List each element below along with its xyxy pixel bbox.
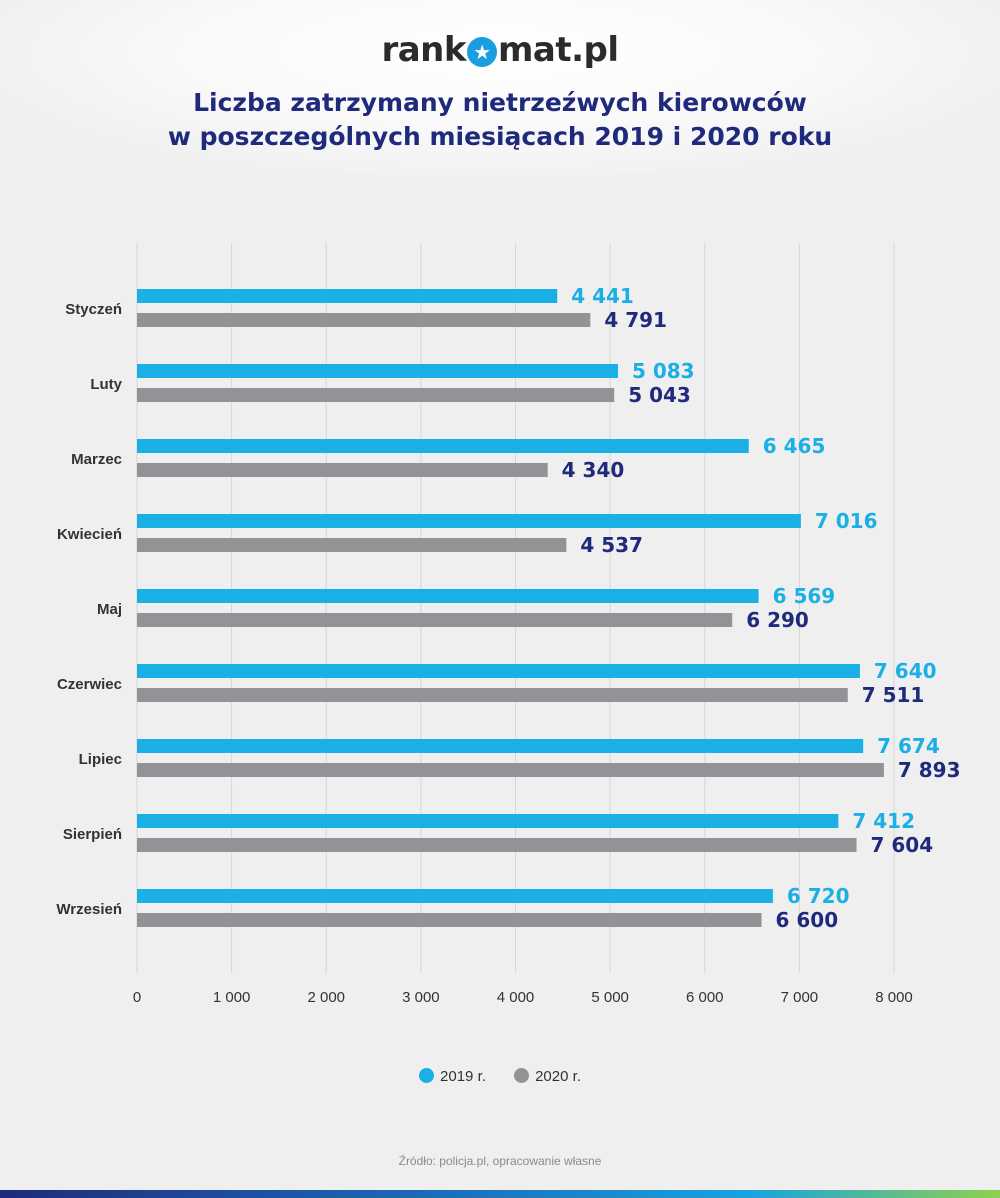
bar-2020 (137, 463, 548, 477)
data-label-2020: 7 893 (898, 758, 961, 782)
bar-2020 (137, 538, 567, 552)
bar-2019 (137, 814, 839, 828)
bar-2020 (137, 688, 848, 702)
bar-2019 (137, 664, 860, 678)
bar-2019 (137, 439, 749, 453)
x-tick-label: 7 000 (781, 989, 819, 1006)
bar-2019 (137, 514, 801, 528)
data-label-2020: 6 600 (776, 908, 839, 932)
data-label-2019: 5 083 (632, 359, 695, 383)
bar-2019 (137, 739, 864, 753)
x-tick-label: 6 000 (686, 989, 724, 1006)
bar-2019 (137, 289, 558, 303)
data-label-2020: 6 290 (746, 608, 809, 632)
data-label-2019: 4 441 (571, 284, 634, 308)
logo-text-right: mat.pl (497, 30, 619, 70)
bar-2020 (137, 913, 762, 927)
chart-title-line-2: w poszczególnych miesiącach 2019 i 2020 … (167, 122, 833, 151)
data-label-2019: 7 640 (874, 659, 937, 683)
bar-2020 (137, 388, 615, 402)
category-label: Kwiecień (57, 526, 122, 543)
bar-2019 (137, 589, 759, 603)
category-label: Luty (90, 376, 122, 393)
data-label-2019: 6 465 (763, 434, 826, 458)
data-label-2020: 5 043 (628, 383, 691, 407)
data-label-2019: 7 412 (852, 809, 915, 833)
legend-item-2019: 2019 r. (419, 1068, 486, 1085)
legend-dot-2020 (514, 1068, 530, 1083)
x-tick-label: 4 000 (497, 989, 535, 1006)
x-tick-label: 2 000 (307, 989, 345, 1006)
x-tick-label: 3 000 (402, 989, 440, 1006)
data-label-2020: 4 340 (562, 458, 625, 482)
bar-2019 (137, 364, 618, 378)
source-note: Źródło: policja.pl, opracowanie własne (398, 1154, 602, 1168)
logo: rank ★ mat.pl (0, 30, 1000, 70)
chart-title: Liczba zatrzymany nietrzeźwych kierowców… (0, 86, 1000, 154)
chart-title-line-1: Liczba zatrzymany nietrzeźwych kierowców (193, 88, 807, 117)
data-label-2019: 7 674 (877, 734, 940, 758)
data-label-2020: 4 791 (604, 308, 667, 332)
bar-2020 (137, 763, 884, 777)
data-label-2020: 7 604 (871, 833, 934, 857)
bottom-gradient-bar (0, 1190, 1000, 1198)
category-label: Sierpień (63, 826, 122, 843)
header (0, 0, 1000, 175)
bar-2019 (137, 889, 773, 903)
x-tick-label: 8 000 (875, 989, 913, 1006)
x-tick-label: 0 (133, 989, 141, 1006)
legend-label-2019: 2019 r. (440, 1068, 486, 1085)
category-label: Czerwiec (57, 676, 122, 693)
category-label: Wrzesień (56, 901, 122, 918)
data-label-2020: 4 537 (580, 533, 643, 557)
category-label: Lipiec (79, 751, 122, 768)
category-label: Styczeń (65, 301, 122, 318)
category-label: Maj (97, 601, 122, 618)
bar-2020 (137, 313, 591, 327)
category-label: Marzec (71, 451, 122, 468)
data-label-2019: 6 569 (773, 584, 836, 608)
bar-2020 (137, 838, 857, 852)
data-label-2020: 7 511 (862, 683, 925, 707)
x-tick-label: 5 000 (591, 989, 629, 1006)
star-icon: ★ (466, 37, 497, 67)
legend-label-2020: 2020 r. (535, 1068, 581, 1085)
legend-dot-2019 (419, 1068, 435, 1083)
legend-item-2020: 2020 r. (514, 1068, 581, 1085)
data-label-2019: 6 720 (787, 884, 850, 908)
logo-text-left: rank (381, 30, 466, 70)
bar-2020 (137, 613, 733, 627)
data-label-2019: 7 016 (815, 509, 878, 533)
x-tick-label: 1 000 (213, 989, 251, 1006)
legend: 2019 r. 2020 r. (0, 1068, 1000, 1085)
